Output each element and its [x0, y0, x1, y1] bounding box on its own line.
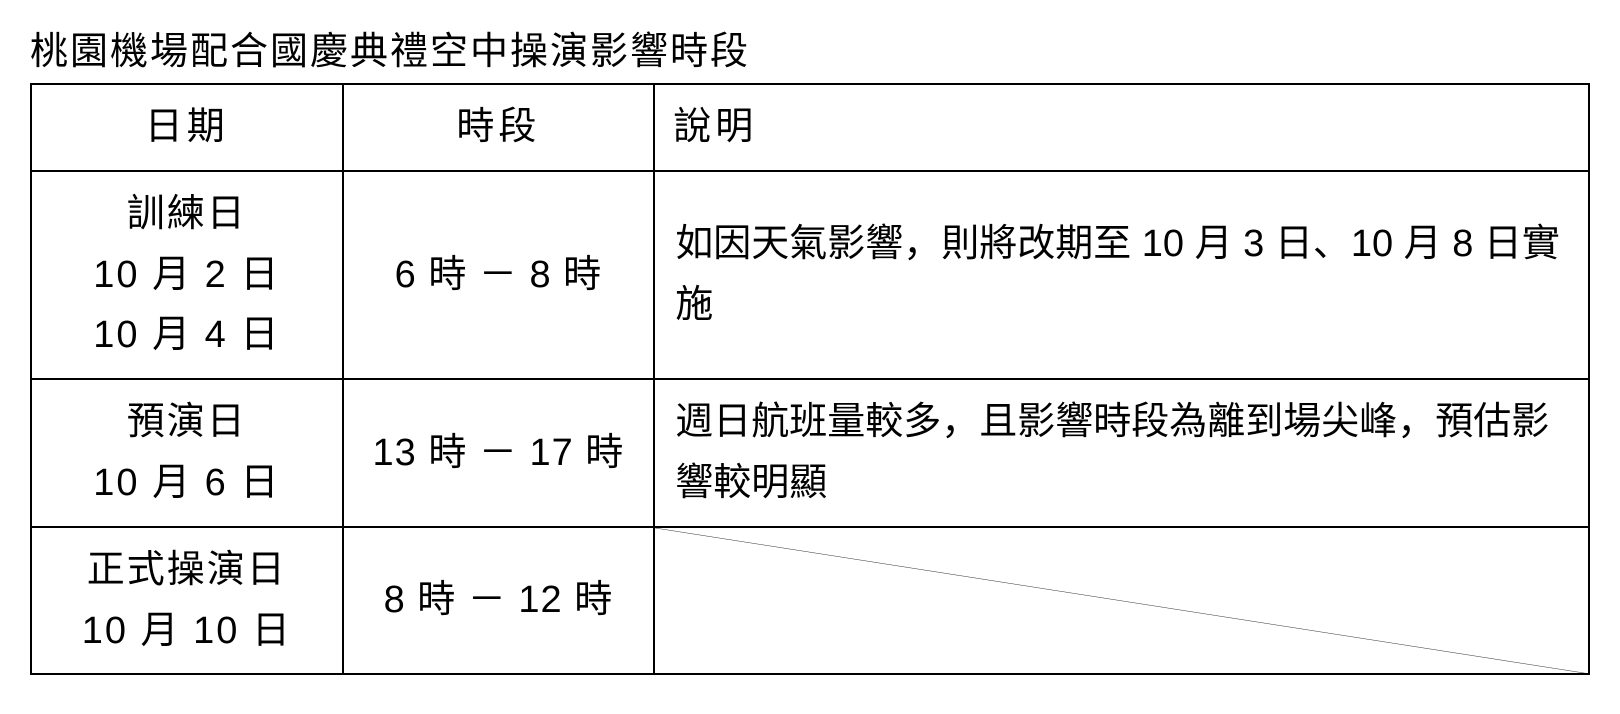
col-header-date: 日期 [31, 84, 343, 171]
note-cell: 週日航班量較多，且影響時段為離到場尖峰，預估影響較明顯 [654, 379, 1589, 527]
time-cell: 8 時 － 12 時 [343, 527, 655, 675]
table-row: 預演日 10 月 6 日 13 時 － 17 時 週日航班量較多，且影響時段為離… [31, 379, 1589, 527]
date-label: 訓練日 [50, 184, 324, 245]
note-cell-empty-diagonal [654, 527, 1589, 675]
table-row: 正式操演日 10 月 10 日 8 時 － 12 時 [31, 527, 1589, 675]
col-header-time: 時段 [343, 84, 655, 171]
table-header-row: 日期 時段 說明 [31, 84, 1589, 171]
date-line: 10 月 4 日 [50, 305, 324, 366]
date-cell: 預演日 10 月 6 日 [31, 379, 343, 527]
date-line: 10 月 6 日 [50, 453, 324, 514]
col-header-note: 說明 [654, 84, 1589, 171]
table-row: 訓練日 10 月 2 日 10 月 4 日 6 時 － 8 時 如因天氣影響，則… [31, 171, 1589, 379]
date-label: 正式操演日 [50, 540, 324, 601]
date-label: 預演日 [50, 392, 324, 453]
date-cell: 訓練日 10 月 2 日 10 月 4 日 [31, 171, 343, 379]
date-line: 10 月 2 日 [50, 245, 324, 306]
diagonal-line-icon [655, 528, 1588, 674]
time-cell: 6 時 － 8 時 [343, 171, 655, 379]
schedule-table: 日期 時段 說明 訓練日 10 月 2 日 10 月 4 日 6 時 － 8 時… [30, 83, 1590, 675]
time-cell: 13 時 － 17 時 [343, 379, 655, 527]
date-line: 10 月 10 日 [50, 601, 324, 662]
date-cell: 正式操演日 10 月 10 日 [31, 527, 343, 675]
page-title: 桃園機場配合國慶典禮空中操演影響時段 [30, 20, 1590, 75]
note-cell: 如因天氣影響，則將改期至 10 月 3 日、10 月 8 日實施 [654, 171, 1589, 379]
